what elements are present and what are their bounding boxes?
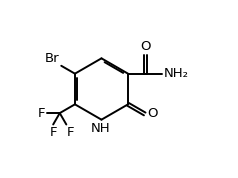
Text: O: O — [140, 40, 151, 53]
Text: F: F — [67, 126, 75, 139]
Text: NH: NH — [91, 122, 110, 135]
Text: F: F — [38, 107, 46, 120]
Text: O: O — [147, 108, 158, 121]
Text: F: F — [50, 126, 57, 139]
Text: NH₂: NH₂ — [164, 67, 188, 80]
Text: Br: Br — [45, 52, 60, 65]
